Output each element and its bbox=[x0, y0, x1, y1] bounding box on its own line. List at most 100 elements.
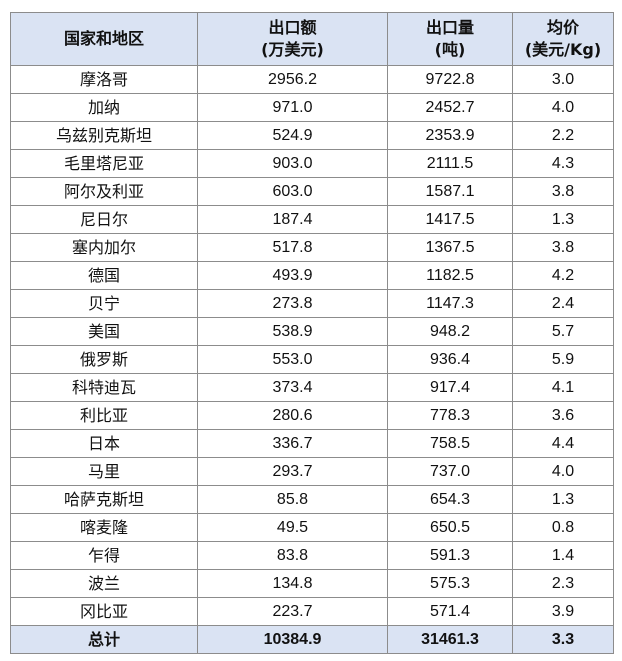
cell-country: 马里 bbox=[10, 457, 198, 486]
cell-export-value: 493.9 bbox=[197, 261, 388, 290]
cell-country: 利比亚 bbox=[10, 401, 198, 430]
export-table: 国家和地区 出口额 (万美元) 出口量 (吨) 均价 (美元/Kg) 摩洛哥 29… bbox=[10, 12, 614, 654]
cell-export-volume: 1147.3 bbox=[387, 289, 513, 318]
table-row: 乍得 83.8 591.3 1.4 bbox=[10, 541, 614, 570]
cell-export-value: 553.0 bbox=[197, 345, 388, 374]
table-row: 日本 336.7 758.5 4.4 bbox=[10, 429, 614, 458]
cell-unit-price: 4.1 bbox=[512, 373, 614, 402]
cell-export-value: 280.6 bbox=[197, 401, 388, 430]
cell-unit-price: 3.8 bbox=[512, 177, 614, 206]
cell-export-volume: 1182.5 bbox=[387, 261, 513, 290]
header-export-value: 出口额 (万美元) bbox=[197, 12, 388, 66]
cell-export-value: 187.4 bbox=[197, 205, 388, 234]
cell-export-value: 903.0 bbox=[197, 149, 388, 178]
table-row: 利比亚 280.6 778.3 3.6 bbox=[10, 401, 614, 430]
export-table-container: 国家和地区 出口额 (万美元) 出口量 (吨) 均价 (美元/Kg) 摩洛哥 29… bbox=[10, 12, 614, 654]
table-row: 加纳 971.0 2452.7 4.0 bbox=[10, 93, 614, 122]
cell-export-value: 293.7 bbox=[197, 457, 388, 486]
cell-export-value: 134.8 bbox=[197, 569, 388, 598]
cell-export-volume: 2111.5 bbox=[387, 149, 513, 178]
cell-export-volume: 654.3 bbox=[387, 485, 513, 514]
cell-export-value: 83.8 bbox=[197, 541, 388, 570]
cell-country: 日本 bbox=[10, 429, 198, 458]
cell-export-volume: 948.2 bbox=[387, 317, 513, 346]
header-export-volume-unit: (吨) bbox=[434, 40, 466, 59]
cell-export-value: 2956.2 bbox=[197, 65, 388, 94]
cell-unit-price: 3.8 bbox=[512, 233, 614, 262]
table-row: 波兰 134.8 575.3 2.3 bbox=[10, 569, 614, 598]
total-export-volume: 31461.3 bbox=[387, 625, 513, 654]
table-row: 贝宁 273.8 1147.3 2.4 bbox=[10, 289, 614, 318]
table-header: 国家和地区 出口额 (万美元) 出口量 (吨) 均价 (美元/Kg) bbox=[10, 12, 614, 66]
cell-unit-price: 4.2 bbox=[512, 261, 614, 290]
cell-export-volume: 2452.7 bbox=[387, 93, 513, 122]
cell-unit-price: 4.0 bbox=[512, 457, 614, 486]
cell-country: 德国 bbox=[10, 261, 198, 290]
table-row: 尼日尔 187.4 1417.5 1.3 bbox=[10, 205, 614, 234]
cell-country: 尼日尔 bbox=[10, 205, 198, 234]
cell-export-volume: 591.3 bbox=[387, 541, 513, 570]
cell-export-value: 971.0 bbox=[197, 93, 388, 122]
cell-export-volume: 1587.1 bbox=[387, 177, 513, 206]
header-export-volume-title: 出口量 bbox=[425, 18, 474, 37]
cell-unit-price: 4.0 bbox=[512, 93, 614, 122]
cell-export-volume: 571.4 bbox=[387, 597, 513, 626]
cell-export-value: 336.7 bbox=[197, 429, 388, 458]
cell-unit-price: 1.3 bbox=[512, 205, 614, 234]
cell-export-volume: 2353.9 bbox=[387, 121, 513, 150]
total-row: 总计 10384.9 31461.3 3.3 bbox=[10, 625, 614, 654]
cell-unit-price: 5.9 bbox=[512, 345, 614, 374]
cell-country: 阿尔及利亚 bbox=[10, 177, 198, 206]
cell-unit-price: 4.3 bbox=[512, 149, 614, 178]
cell-export-value: 524.9 bbox=[197, 121, 388, 150]
header-country: 国家和地区 bbox=[10, 12, 198, 66]
cell-export-volume: 936.4 bbox=[387, 345, 513, 374]
cell-unit-price: 0.8 bbox=[512, 513, 614, 542]
cell-country: 冈比亚 bbox=[10, 597, 198, 626]
cell-export-value: 85.8 bbox=[197, 485, 388, 514]
header-unit-price-title: 均价 bbox=[546, 18, 579, 37]
cell-country: 美国 bbox=[10, 317, 198, 346]
cell-country: 毛里塔尼亚 bbox=[10, 149, 198, 178]
cell-unit-price: 2.2 bbox=[512, 121, 614, 150]
cell-country: 科特迪瓦 bbox=[10, 373, 198, 402]
cell-country: 俄罗斯 bbox=[10, 345, 198, 374]
table-row: 阿尔及利亚 603.0 1587.1 3.8 bbox=[10, 177, 614, 206]
cell-unit-price: 3.9 bbox=[512, 597, 614, 626]
cell-country: 贝宁 bbox=[10, 289, 198, 318]
cell-country: 乌兹别克斯坦 bbox=[10, 121, 198, 150]
table-row: 冈比亚 223.7 571.4 3.9 bbox=[10, 597, 614, 626]
table-row: 马里 293.7 737.0 4.0 bbox=[10, 457, 614, 486]
cell-country: 喀麦隆 bbox=[10, 513, 198, 542]
cell-export-value: 373.4 bbox=[197, 373, 388, 402]
table-row: 美国 538.9 948.2 5.7 bbox=[10, 317, 614, 346]
cell-export-value: 49.5 bbox=[197, 513, 388, 542]
total-label: 总计 bbox=[10, 625, 198, 654]
cell-country: 摩洛哥 bbox=[10, 65, 198, 94]
cell-unit-price: 2.3 bbox=[512, 569, 614, 598]
table-row: 俄罗斯 553.0 936.4 5.9 bbox=[10, 345, 614, 374]
cell-unit-price: 1.3 bbox=[512, 485, 614, 514]
cell-export-value: 538.9 bbox=[197, 317, 388, 346]
table-row: 科特迪瓦 373.4 917.4 4.1 bbox=[10, 373, 614, 402]
header-unit-price-unit: (美元/Kg) bbox=[524, 40, 602, 59]
table-row: 德国 493.9 1182.5 4.2 bbox=[10, 261, 614, 290]
cell-export-volume: 778.3 bbox=[387, 401, 513, 430]
cell-unit-price: 3.6 bbox=[512, 401, 614, 430]
total-export-value: 10384.9 bbox=[197, 625, 388, 654]
table-row: 喀麦隆 49.5 650.5 0.8 bbox=[10, 513, 614, 542]
cell-country: 乍得 bbox=[10, 541, 198, 570]
cell-export-volume: 1367.5 bbox=[387, 233, 513, 262]
header-country-label: 国家和地区 bbox=[63, 29, 144, 48]
header-row: 国家和地区 出口额 (万美元) 出口量 (吨) 均价 (美元/Kg) bbox=[10, 12, 614, 66]
header-export-value-unit: (万美元) bbox=[261, 40, 324, 59]
table-body: 摩洛哥 2956.2 9722.8 3.0 加纳 971.0 2452.7 4.0 乌兹别克斯坦… bbox=[10, 65, 614, 626]
cell-country: 塞内加尔 bbox=[10, 233, 198, 262]
cell-unit-price: 2.4 bbox=[512, 289, 614, 318]
cell-export-volume: 9722.8 bbox=[387, 65, 513, 94]
cell-unit-price: 1.4 bbox=[512, 541, 614, 570]
cell-export-value: 517.8 bbox=[197, 233, 388, 262]
cell-export-volume: 917.4 bbox=[387, 373, 513, 402]
total-unit-price: 3.3 bbox=[512, 625, 614, 654]
header-export-volume: 出口量 (吨) bbox=[387, 12, 513, 66]
